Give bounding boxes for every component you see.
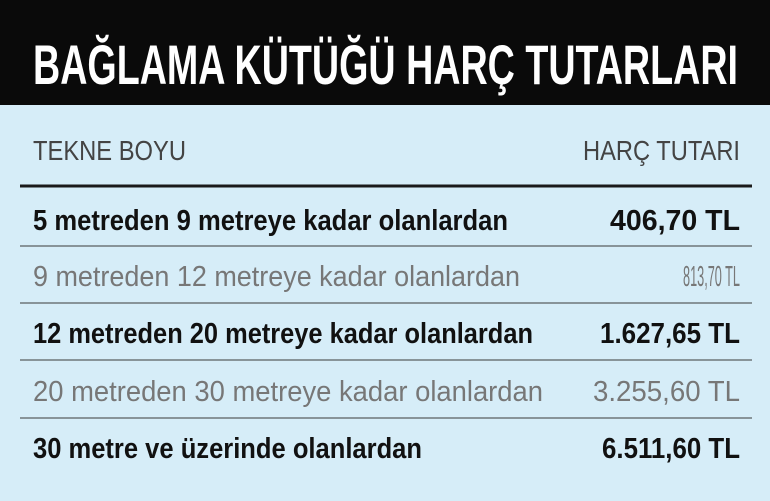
column-header: HARÇ TUTARI xyxy=(583,135,740,166)
row-value: 6.511,60 TL xyxy=(602,433,740,465)
row-label: 12 metreden 20 metreye kadar olanlardan xyxy=(33,318,533,350)
row-value: 3.255,60 TL xyxy=(593,376,740,408)
row-label: 20 metreden 30 metreye kadar olanlardan xyxy=(33,376,543,408)
column-header: TEKNE BOYU xyxy=(33,135,186,166)
table-body: 5 metreden 9 metreye kadar olanlardan 406… xyxy=(20,205,752,465)
header-band xyxy=(0,0,770,105)
row-label: 9 metreden 12 metreye kadar olanlardan xyxy=(33,261,520,293)
row-label: 5 metreden 9 metreye kadar olanlardan xyxy=(33,205,508,237)
row-label: 30 metre ve üzerinde olanlardan xyxy=(33,433,422,465)
title: BAĞLAMA KÜTÜĞÜ HARÇ TUTARLARI xyxy=(33,33,738,96)
row-value: 813,70 TL xyxy=(683,261,740,293)
row-value: 1.627,65 TL xyxy=(600,318,740,350)
row-value: 406,70 TL xyxy=(610,205,740,237)
